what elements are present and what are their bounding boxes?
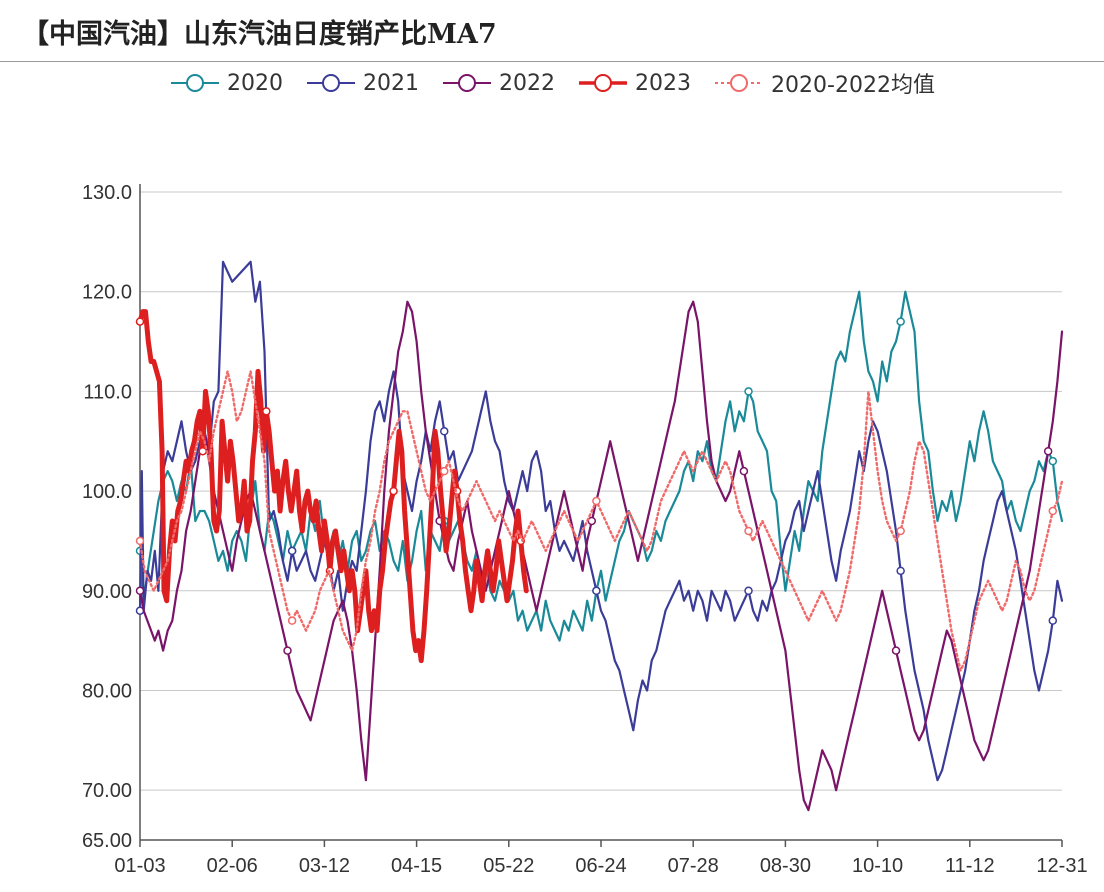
legend-marker-icon [579, 74, 628, 92]
legend-marker-icon [307, 74, 356, 92]
x-tick-label: 10-10 [852, 855, 903, 877]
series-point-2023 [389, 486, 398, 496]
series-point-2021 [287, 546, 297, 556]
series-line-2023 [137, 309, 529, 664]
series-point-2023 [262, 407, 271, 416]
y-tick-label: 90.00 [82, 581, 132, 603]
x-tick-label: 02-06 [207, 855, 258, 877]
series-point-2020 [896, 317, 905, 326]
series-point-2020-2022均值 [287, 616, 297, 625]
legend-marker-icon [715, 74, 764, 92]
chart-title: 【中国汽油】山东汽油日度销产比MA7 [22, 19, 497, 50]
series-point-2021 [744, 586, 753, 596]
series-point-2020-2022均值 [744, 526, 753, 536]
y-tick-label: 110.0 [83, 381, 132, 403]
x-tick-label: 12-31 [1036, 855, 1087, 877]
legend-marker-icon [171, 74, 220, 92]
series-point-2020 [744, 387, 753, 396]
legend-label: 2020 [227, 70, 284, 96]
legend-label: 2022 [499, 70, 556, 96]
y-tick-label: 120.0 [82, 282, 132, 304]
x-tick-label: 01-03 [114, 855, 165, 877]
series-point-2022 [739, 466, 749, 476]
series-point-2021 [1048, 616, 1058, 625]
x-tick-label: 03-12 [299, 855, 350, 877]
legend-item[interactable]: 2021 [305, 71, 419, 96]
series-line-2022 [138, 300, 1064, 812]
series-point-2021 [440, 427, 449, 436]
series-line-2021 [138, 260, 1064, 782]
x-tick-label: 11-12 [945, 855, 995, 877]
y-tick-label: 100.0 [82, 481, 132, 503]
series-point-2022 [135, 586, 145, 596]
legend-label: 2020-2022均值 [771, 73, 935, 98]
y-tick-label: 80.00 [82, 680, 132, 702]
legend-item[interactable]: 2020 [169, 71, 283, 96]
series-line-2020-2022均值 [138, 370, 1064, 672]
series-point-2022 [891, 646, 901, 655]
legend: 2020 2021 2022 2023 2020-2022均值 [0, 66, 1104, 100]
x-tick-label: 04-15 [391, 855, 442, 877]
legend-item[interactable]: 2020-2022均值 [713, 67, 935, 99]
series-point-2021 [592, 586, 601, 596]
y-tick-label: 65.00 [82, 830, 132, 852]
series-point-2020-2022均值 [440, 466, 449, 476]
series-point-2023 [135, 317, 145, 326]
series-point-2022 [1043, 446, 1053, 456]
legend-marker-icon [443, 74, 492, 92]
series-point-2020-2022均值 [592, 496, 601, 506]
legend-item[interactable]: 2023 [577, 71, 691, 96]
series-line-2020 [138, 290, 1064, 642]
x-tick-label: 08-30 [760, 855, 811, 877]
legend-item[interactable]: 2022 [441, 71, 555, 96]
series-point-2020-2022均值 [1048, 506, 1058, 516]
series-point-2022 [283, 646, 292, 655]
y-tick-label: 70.00 [82, 780, 132, 802]
series-point-2021 [896, 566, 905, 576]
legend-label: 2021 [363, 70, 420, 96]
line-chart: 130.0 120.0 110.0 100.0 90.00 80.00 70.00 65.00… [82, 182, 1088, 877]
series-point-2020-2022均值 [896, 526, 905, 536]
x-tick-label: 05-22 [483, 855, 534, 877]
x-tick-label: 06-24 [575, 855, 626, 877]
series-point-2020 [1048, 456, 1058, 466]
title-divider [0, 61, 1104, 62]
legend-label: 2023 [635, 70, 692, 96]
x-tick-label: 07-28 [668, 855, 719, 877]
y-tick-label: 130.0 [82, 182, 132, 204]
series-point-2020-2022均值 [135, 536, 145, 546]
